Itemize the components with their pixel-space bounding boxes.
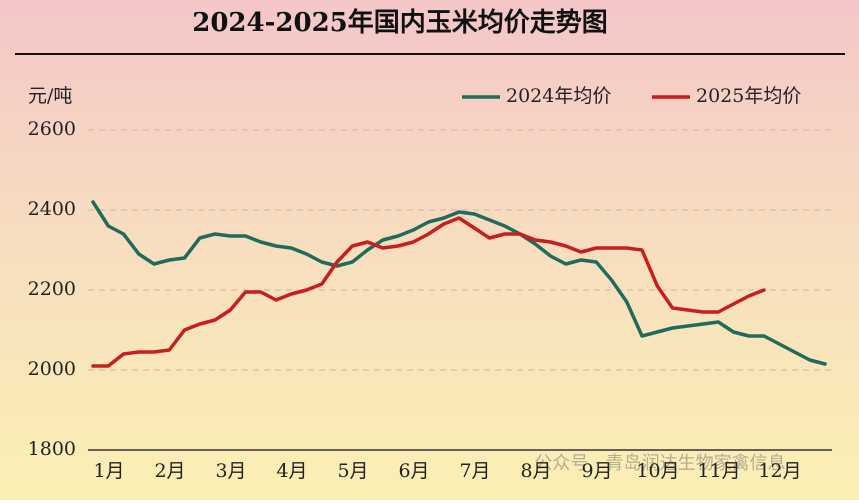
y-tick-label: 2400 xyxy=(28,198,76,220)
x-tick-label: 12月 xyxy=(758,460,801,482)
y-axis-label: 元/吨 xyxy=(28,85,72,107)
x-tick-label: 5月 xyxy=(337,460,368,482)
chart-title: 2024-2025年国内玉米均价走势图 xyxy=(192,7,608,38)
x-tick-label: 7月 xyxy=(459,460,490,482)
series-line xyxy=(91,216,766,368)
x-tick-label: 2月 xyxy=(154,460,185,482)
x-tick-label: 11月 xyxy=(697,460,740,482)
series-line xyxy=(91,200,827,366)
legend-label: 2024年均价 xyxy=(506,85,611,107)
x-tick-label: 1月 xyxy=(93,460,124,482)
x-tick-label: 10月 xyxy=(636,460,679,482)
x-tick-label: 6月 xyxy=(398,460,429,482)
x-tick-label: 8月 xyxy=(520,460,551,482)
y-tick-label: 1800 xyxy=(28,438,76,460)
y-tick-label: 2600 xyxy=(28,118,76,140)
y-tick-label: 2200 xyxy=(28,278,76,300)
x-tick-label: 9月 xyxy=(581,460,612,482)
legend-label: 2025年均价 xyxy=(696,85,801,107)
watermark: 公众号 · 青岛润达生物家禽信息 xyxy=(534,453,785,474)
x-tick-label: 4月 xyxy=(276,460,307,482)
y-tick-label: 2000 xyxy=(28,358,76,380)
x-tick-label: 3月 xyxy=(215,460,246,482)
